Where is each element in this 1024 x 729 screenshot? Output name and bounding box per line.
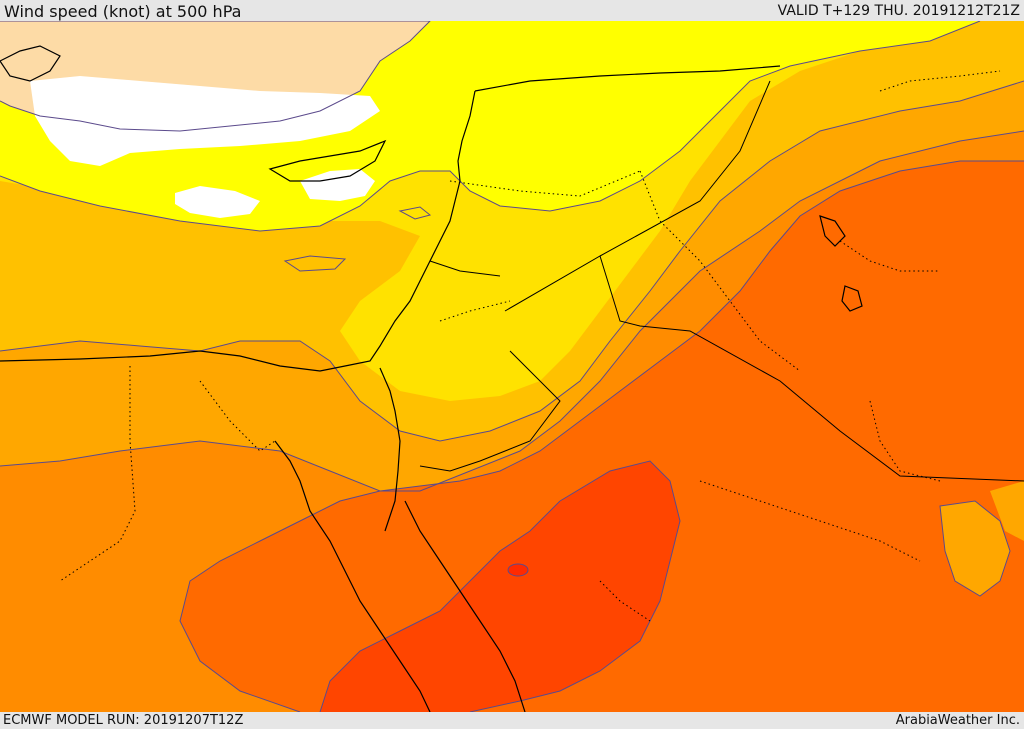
wind-speed-map (0, 21, 1024, 712)
country-borders (59, 70, 1001, 622)
contour-lines (0, 21, 1024, 712)
band-dark-orange (180, 161, 1024, 712)
major-borders (419, 80, 1024, 482)
band-light-orange-east-2 (990, 481, 1024, 541)
credit-label: ArabiaWeather Inc. (895, 713, 1020, 728)
band-white-cyprus (300, 169, 375, 201)
map-title: Wind speed (knot) at 500 hPa (4, 2, 242, 21)
footer-bar: ECMWF MODEL RUN: 20191207T12Z ArabiaWeat… (0, 712, 1024, 729)
band-red-orange (320, 461, 680, 712)
valid-time-label: VALID T+129 THU. 20191212T21Z (777, 3, 1020, 19)
band-white-north (30, 76, 380, 166)
band-light-orange-east (940, 501, 1010, 596)
model-run-label: ECMWF MODEL RUN: 20191207T12Z (3, 713, 244, 728)
map-canvas (0, 21, 1024, 712)
band-white-south (175, 186, 260, 218)
header-bar: Wind speed (knot) at 500 hPa VALID T+129… (0, 0, 1024, 21)
coastlines (0, 45, 863, 712)
band-red-spot (507, 563, 529, 577)
